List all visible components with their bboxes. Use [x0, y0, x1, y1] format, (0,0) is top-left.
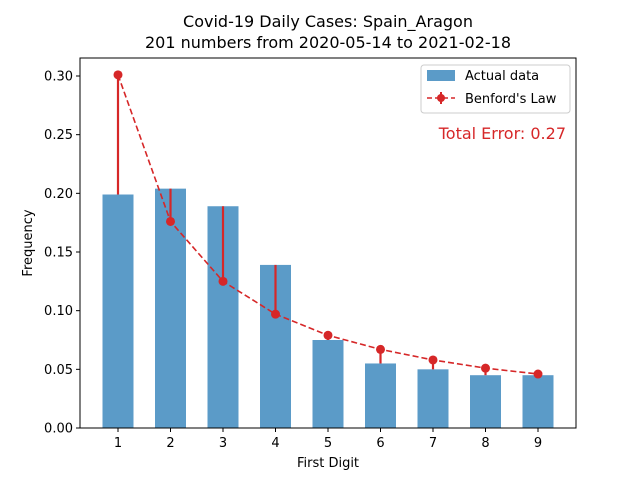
bar-digit-9 — [522, 375, 554, 428]
x-tick-label: 6 — [376, 436, 384, 451]
legend-swatch-actual — [427, 70, 455, 81]
benford-point-digit-6 — [376, 344, 385, 354]
bar-digit-1 — [102, 194, 134, 428]
chart-subtitle: 201 numbers from 2020-05-14 to 2021-02-1… — [145, 33, 511, 52]
benford-point-digit-5 — [323, 330, 333, 340]
legend-box — [420, 64, 571, 114]
x-tick-label: 7 — [429, 436, 437, 451]
x-axis: 1 2 3 4 5 6 7 8 9 — [114, 428, 542, 451]
y-tick-label: 0.00 — [44, 422, 73, 437]
y-tick-label: 0.20 — [44, 187, 73, 202]
total-error-annotation: Total Error: 0.27 — [438, 124, 566, 143]
bar-digit-8 — [470, 375, 501, 428]
bar-digit-7 — [417, 369, 449, 428]
x-tick-label: 8 — [481, 436, 489, 451]
x-tick-label: 2 — [166, 436, 174, 451]
benford-point-digit-3 — [218, 276, 228, 286]
y-tick-label: 0.30 — [44, 70, 73, 85]
x-tick-label: 5 — [324, 436, 332, 451]
benford-point-digit-9 — [533, 369, 543, 379]
legend: Actual data Benford's Law — [420, 64, 571, 114]
y-tick-label: 0.25 — [44, 128, 73, 143]
bar-digit-5 — [312, 340, 344, 428]
legend-label-benford: Benford's Law — [465, 92, 557, 107]
benford-point-digit-4 — [271, 309, 280, 319]
benford-point-digit-2 — [166, 216, 175, 226]
benford-point-digit-7 — [428, 355, 438, 365]
x-tick-label: 4 — [271, 436, 279, 451]
bar-digit-2 — [155, 188, 186, 428]
chart-title: Covid-19 Daily Cases: Spain_Aragon — [183, 12, 473, 32]
y-axis: 0.00 0.05 0.10 0.15 0.20 0.25 0.30 — [44, 70, 80, 437]
x-tick-label: 3 — [219, 436, 227, 451]
legend-marker-benford — [437, 94, 445, 102]
legend-label-actual: Actual data — [465, 69, 539, 84]
x-tick-label: 1 — [114, 436, 122, 451]
y-tick-label: 0.10 — [44, 304, 73, 319]
x-tick-label: 9 — [534, 436, 542, 451]
benford-group — [113, 70, 543, 379]
y-tick-label: 0.15 — [44, 246, 73, 261]
y-axis-label: Frequency — [21, 209, 36, 276]
benford-point-digit-8 — [481, 363, 490, 373]
bar-digit-6 — [365, 363, 396, 428]
benford-point-digit-1 — [113, 70, 123, 80]
x-axis-label: First Digit — [297, 456, 359, 471]
y-tick-label: 0.05 — [44, 363, 73, 378]
